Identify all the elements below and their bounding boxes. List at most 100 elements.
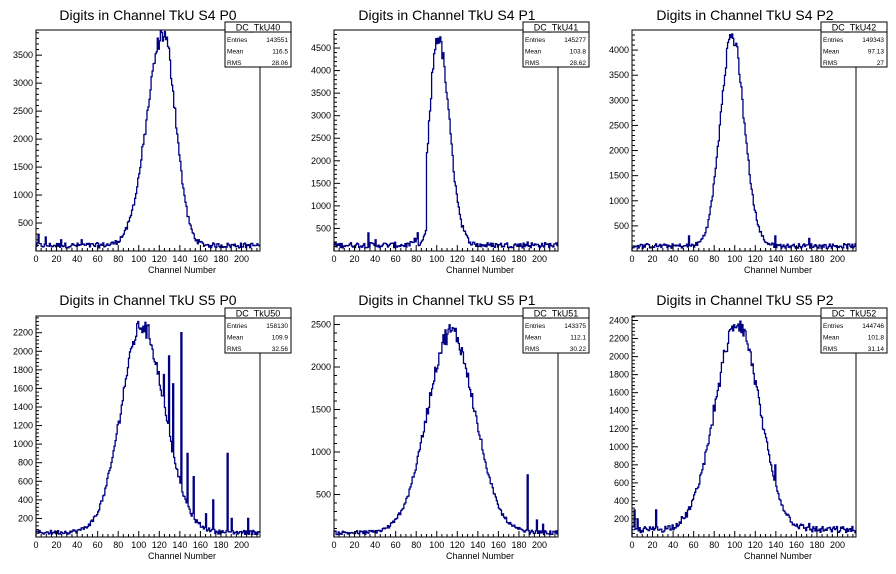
x-tick-label: 0 bbox=[33, 540, 38, 550]
x-tick-label: 0 bbox=[331, 540, 336, 550]
stats-box-name: DC_TkU42 bbox=[832, 23, 877, 33]
stats-label: Entries bbox=[823, 37, 844, 44]
stats-box: DC_TkU41 Entries 145277 Mean 103.8 RMS 28.62 bbox=[522, 21, 590, 68]
histogram-line bbox=[631, 33, 856, 251]
y-tick-label: 3500 bbox=[13, 50, 33, 60]
x-tick-label: 80 bbox=[113, 254, 123, 264]
y-tick-label: 3000 bbox=[609, 95, 629, 105]
stats-box: DC_TkU42 Entries 149343 Mean 97.13 RMS 27 bbox=[820, 21, 888, 68]
stats-box: DC_TkU52 Entries 144746 Mean 101.8 RMS 31.14 bbox=[820, 307, 888, 354]
stats-value: 28.62 bbox=[570, 60, 587, 67]
x-tick-label: 120 bbox=[450, 540, 465, 550]
y-tick-label: 200 bbox=[18, 513, 33, 523]
histogram-panel: Digits in Channel TkU S5 P1 0 20 40 60 80 100 1… bbox=[311, 292, 590, 561]
y-tick-label: 2200 bbox=[609, 334, 629, 344]
y-tick-label: 4500 bbox=[311, 43, 331, 53]
stats-label: RMS bbox=[227, 60, 242, 67]
y-tick-label: 2000 bbox=[13, 134, 33, 144]
x-tick-label: 20 bbox=[648, 254, 658, 264]
x-tick-label: 20 bbox=[350, 540, 360, 550]
x-tick-label: 160 bbox=[789, 540, 804, 550]
y-tick-label: 500 bbox=[614, 221, 629, 231]
stats-box-name: DC_TkU40 bbox=[236, 23, 281, 33]
stats-label: RMS bbox=[823, 346, 838, 353]
y-tick-label: 2000 bbox=[609, 352, 629, 362]
stats-box-frame bbox=[224, 307, 292, 354]
x-tick-label: 180 bbox=[809, 540, 824, 550]
y-tick-label: 1000 bbox=[609, 442, 629, 452]
x-tick-label: 80 bbox=[709, 540, 719, 550]
stats-value: 31.14 bbox=[868, 346, 885, 353]
x-tick-label: 40 bbox=[370, 540, 380, 550]
chart-title: Digits in Channel TkU S4 P1 bbox=[358, 7, 535, 23]
stats-value: 101.8 bbox=[868, 335, 885, 342]
y-tick-label: 3500 bbox=[311, 88, 331, 98]
x-tick-label: 40 bbox=[668, 540, 678, 550]
x-tick-label: 180 bbox=[213, 254, 228, 264]
x-tick-label: 0 bbox=[629, 254, 634, 264]
x-tick-label: 180 bbox=[511, 254, 526, 264]
y-tick-label: 600 bbox=[614, 478, 629, 488]
y-tick-label: 2500 bbox=[13, 106, 33, 116]
x-tick-label: 160 bbox=[193, 254, 208, 264]
y-tick-label: 2400 bbox=[609, 316, 629, 326]
stats-label: Mean bbox=[227, 49, 244, 56]
stats-label: Entries bbox=[227, 37, 248, 44]
x-tick-label: 140 bbox=[768, 254, 783, 264]
x-tick-label: 40 bbox=[370, 254, 380, 264]
y-tick-label: 1200 bbox=[609, 424, 629, 434]
x-tick-label: 120 bbox=[152, 540, 167, 550]
x-tick-label: 80 bbox=[411, 254, 421, 264]
x-tick-label: 100 bbox=[727, 254, 742, 264]
histogram-line bbox=[333, 324, 558, 537]
stats-value: 149343 bbox=[862, 37, 884, 44]
histogram-line bbox=[35, 29, 260, 251]
y-tick-label: 2200 bbox=[13, 328, 33, 338]
y-tick-label: 1500 bbox=[311, 178, 331, 188]
x-tick-label: 120 bbox=[152, 254, 167, 264]
stats-label: Entries bbox=[227, 323, 248, 330]
x-tick-label: 60 bbox=[391, 540, 401, 550]
y-tick-label: 4000 bbox=[609, 45, 629, 55]
x-tick-label: 100 bbox=[429, 540, 444, 550]
stats-box-frame bbox=[820, 21, 888, 68]
stats-box-frame bbox=[522, 21, 590, 68]
stats-box-frame bbox=[820, 307, 888, 354]
x-axis-label: Channel Number bbox=[446, 265, 514, 275]
y-tick-label: 500 bbox=[316, 490, 331, 500]
x-tick-label: 200 bbox=[234, 540, 249, 550]
y-tick-label: 500 bbox=[18, 218, 33, 228]
y-tick-label: 3500 bbox=[609, 70, 629, 80]
stats-label: RMS bbox=[823, 60, 838, 67]
chart-title: Digits in Channel TkU S5 P0 bbox=[59, 292, 236, 308]
x-tick-label: 100 bbox=[727, 540, 742, 550]
stats-box: DC_TkU40 Entries 143551 Mean 116.5 RMS 28.06 bbox=[224, 21, 292, 68]
stats-box-frame bbox=[224, 21, 292, 68]
x-tick-label: 140 bbox=[172, 254, 187, 264]
y-tick-label: 1800 bbox=[609, 370, 629, 380]
y-tick-label: 2000 bbox=[311, 362, 331, 372]
stats-value: 143375 bbox=[564, 323, 586, 330]
stats-label: RMS bbox=[227, 346, 242, 353]
x-tick-label: 120 bbox=[748, 540, 763, 550]
stats-label: Mean bbox=[525, 335, 542, 342]
y-tick-label: 1500 bbox=[13, 162, 33, 172]
y-tick-label: 4000 bbox=[311, 66, 331, 76]
y-tick-label: 2000 bbox=[311, 156, 331, 166]
x-tick-label: 180 bbox=[213, 540, 228, 550]
x-tick-label: 200 bbox=[830, 540, 845, 550]
x-axis-label: Channel Number bbox=[744, 551, 812, 561]
plot-frame bbox=[35, 315, 261, 538]
stats-value: 97.13 bbox=[868, 49, 885, 56]
y-tick-label: 1000 bbox=[311, 447, 331, 457]
stats-label: RMS bbox=[525, 60, 540, 67]
x-tick-label: 60 bbox=[689, 540, 699, 550]
histogram-panel: Digits in Channel TkU S4 P1 0 20 40 60 80 100 1… bbox=[311, 7, 590, 275]
x-tick-label: 80 bbox=[709, 254, 719, 264]
y-tick-label: 500 bbox=[316, 223, 331, 233]
stats-value: 158130 bbox=[266, 323, 288, 330]
stats-value: 109.9 bbox=[272, 335, 289, 342]
x-tick-label: 140 bbox=[470, 540, 485, 550]
x-tick-label: 0 bbox=[33, 254, 38, 264]
